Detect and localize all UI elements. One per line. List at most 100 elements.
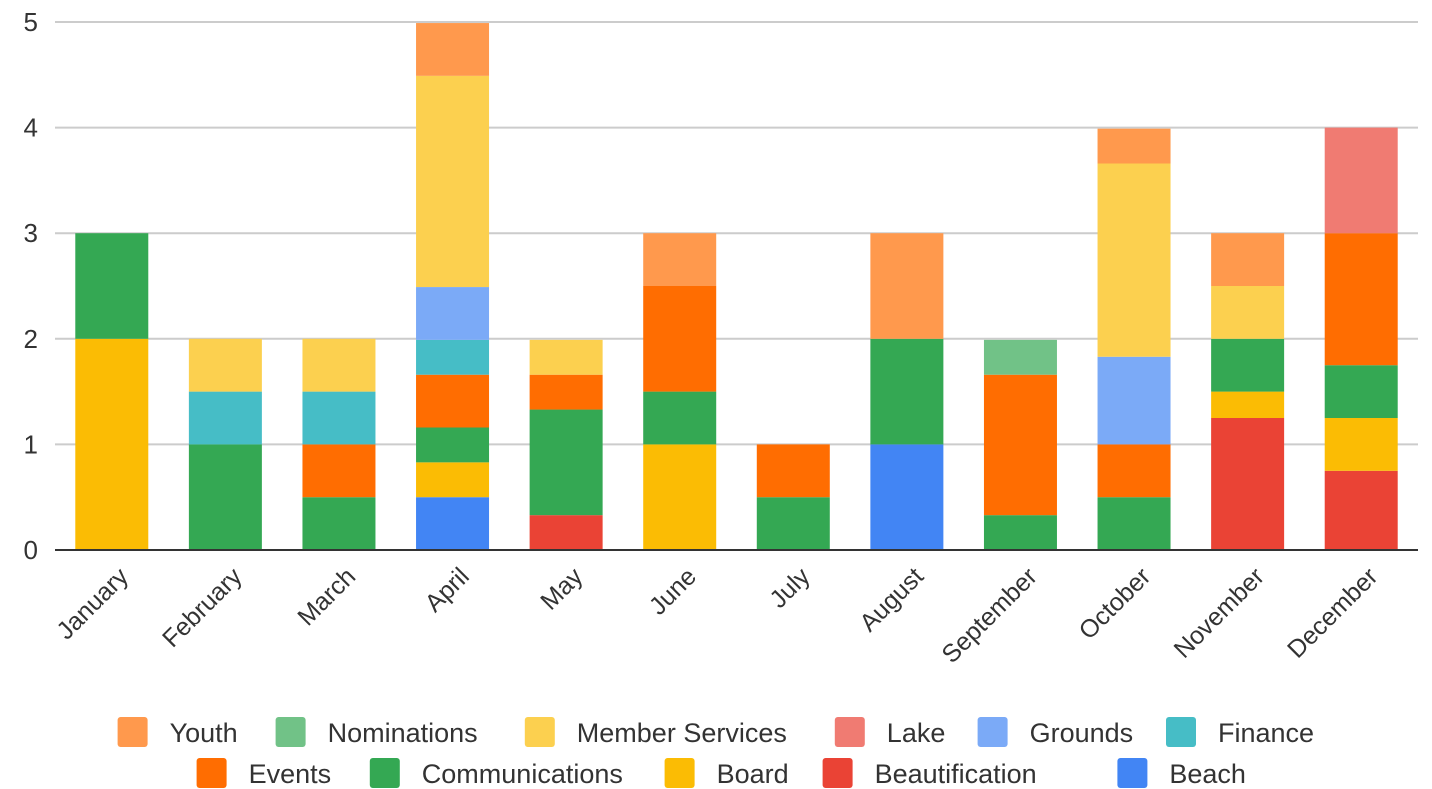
x-tick-label: October <box>1074 562 1157 645</box>
legend-item-communications[interactable]: Communications <box>369 758 623 789</box>
bar-segment-communications[interactable] <box>756 497 830 550</box>
legend-item-events[interactable]: Events <box>196 758 332 789</box>
bar-segment-nominations[interactable] <box>983 339 1057 375</box>
y-tick-label: 0 <box>24 535 38 565</box>
bar-segment-finance[interactable] <box>302 391 376 445</box>
legend-swatch <box>1166 717 1196 747</box>
bar-segment-events[interactable] <box>302 444 376 498</box>
bar-segment-board[interactable] <box>643 444 717 550</box>
legend-label: Grounds <box>1030 718 1134 748</box>
bar-segment-youth[interactable] <box>1097 128 1171 164</box>
bar-segment-member-services[interactable] <box>1097 163 1171 357</box>
bar-segment-board[interactable] <box>1211 391 1285 418</box>
bar-segment-beautification[interactable] <box>529 515 603 550</box>
bar-segment-communications[interactable] <box>1211 338 1285 392</box>
legend-swatch <box>834 717 865 747</box>
bar-segment-member-services[interactable] <box>1211 286 1285 339</box>
legend-swatch <box>664 758 695 788</box>
bar-segment-member-services[interactable] <box>529 339 603 375</box>
x-tick-label: December <box>1282 562 1383 663</box>
bar-segment-beach[interactable] <box>870 444 944 550</box>
legend-item-finance[interactable]: Finance <box>1166 717 1314 748</box>
y-tick-label: 5 <box>24 7 38 37</box>
bar-segment-member-services[interactable] <box>188 338 262 392</box>
bar-segment-communications[interactable] <box>529 409 603 516</box>
x-tick-label: May <box>535 562 589 616</box>
x-tick-label: February <box>157 562 248 653</box>
y-tick-label: 4 <box>24 113 38 143</box>
legend-item-youth[interactable]: Youth <box>117 717 238 748</box>
legend-label: Nominations <box>328 718 478 748</box>
legend-item-board[interactable]: Board <box>664 758 789 789</box>
legend-swatch <box>275 717 306 747</box>
bar-segment-beautification[interactable] <box>1211 418 1285 550</box>
bar-segment-events[interactable] <box>1097 444 1171 498</box>
legend-swatch <box>822 758 853 788</box>
legend-item-beach[interactable]: Beach <box>1117 758 1246 789</box>
bar-segment-grounds[interactable] <box>1097 356 1171 445</box>
legend-label: Events <box>249 759 332 789</box>
legend-label: Youth <box>170 718 238 748</box>
x-tick-label: November <box>1169 562 1270 663</box>
legend-item-nominations[interactable]: Nominations <box>275 717 478 748</box>
legend-label: Member Services <box>577 718 787 748</box>
bar-segment-communications[interactable] <box>188 444 262 550</box>
bar-segment-beautification[interactable] <box>1324 470 1398 550</box>
bar-segment-board[interactable] <box>1324 418 1398 471</box>
legend-swatch <box>524 717 555 747</box>
x-tick-label: March <box>292 562 361 631</box>
legend-swatch <box>117 717 148 747</box>
bar-segment-board[interactable] <box>416 462 490 498</box>
bar-segment-grounds[interactable] <box>416 287 490 340</box>
y-tick-label: 2 <box>24 324 38 354</box>
bar-segment-youth[interactable] <box>416 23 490 76</box>
x-tick-label: June <box>644 562 702 620</box>
x-tick-label: August <box>854 562 929 637</box>
legend-swatch <box>1117 758 1148 788</box>
bar-segment-lake[interactable] <box>1324 127 1398 234</box>
bar-segment-finance[interactable] <box>188 391 262 445</box>
legend-swatch <box>369 758 400 788</box>
legend-item-beautification[interactable]: Beautification <box>822 758 1037 789</box>
bar-segment-board[interactable] <box>75 338 149 550</box>
bar-segment-events[interactable] <box>416 374 490 428</box>
bar-segment-communications[interactable] <box>416 427 490 463</box>
legend-item-member-services[interactable]: Member Services <box>524 717 787 748</box>
bar-segment-beach[interactable] <box>416 497 490 550</box>
bar-segment-communications[interactable] <box>1324 365 1398 418</box>
bar-segment-member-services[interactable] <box>302 338 376 392</box>
bars-layer <box>75 23 1398 550</box>
legend-swatch <box>196 758 227 788</box>
bar-segment-communications[interactable] <box>983 515 1057 550</box>
bar-segment-events[interactable] <box>756 444 830 498</box>
legend-swatch <box>977 717 1008 747</box>
bar-segment-events[interactable] <box>643 286 717 392</box>
bar-segment-finance[interactable] <box>416 339 490 375</box>
bar-segment-events[interactable] <box>1324 233 1398 366</box>
legend-item-lake[interactable]: Lake <box>834 717 946 748</box>
legend-label: Communications <box>422 759 623 789</box>
bar-segment-communications[interactable] <box>870 338 944 445</box>
legend-label: Board <box>717 759 789 789</box>
bar-segment-communications[interactable] <box>1097 497 1171 550</box>
bar-segment-communications[interactable] <box>643 391 717 445</box>
bar-segment-member-services[interactable] <box>416 75 490 288</box>
legend-item-grounds[interactable]: Grounds <box>977 717 1134 748</box>
bar-segment-communications[interactable] <box>302 497 376 550</box>
bar-segment-events[interactable] <box>529 374 603 410</box>
y-tick-label: 3 <box>24 218 38 248</box>
bar-segment-youth[interactable] <box>643 233 717 286</box>
bar-segment-communications[interactable] <box>75 233 149 339</box>
bar-segment-youth[interactable] <box>870 233 944 339</box>
legend-label: Finance <box>1218 718 1314 748</box>
bar-segment-youth[interactable] <box>1211 233 1285 286</box>
y-tick-label: 1 <box>24 429 38 459</box>
legend: Youth Nominations Member Services Lake Groun… <box>117 717 1314 789</box>
grid-layer <box>55 21 1418 446</box>
x-tick-label: April <box>420 562 475 617</box>
legend-label: Beautification <box>875 759 1037 789</box>
x-tick-label: January <box>51 562 134 645</box>
x-tick-label: July <box>764 562 816 614</box>
bar-segment-events[interactable] <box>983 374 1057 516</box>
